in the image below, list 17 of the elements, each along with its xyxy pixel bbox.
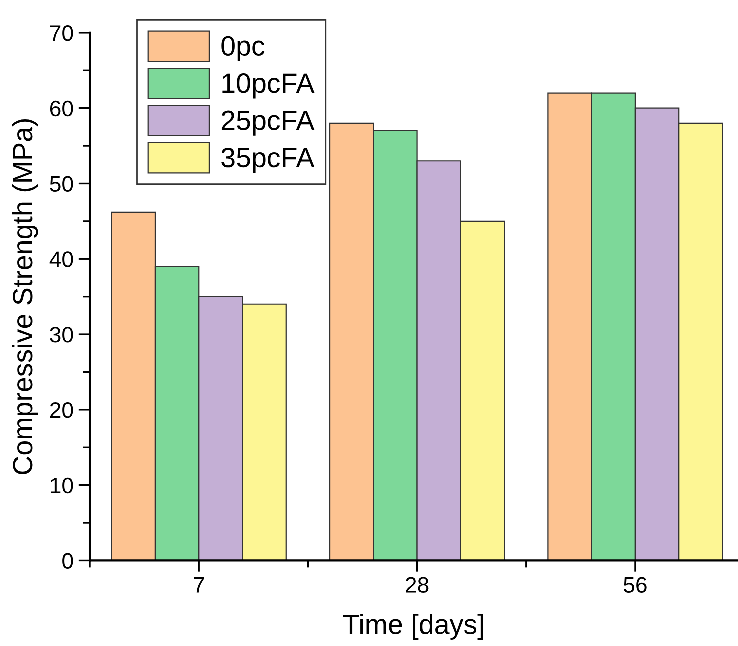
y-tick-label: 40 [50,252,74,268]
y-tick-label: 10 [51,478,74,494]
y-axis-title: Compressive Strength (MPa) [12,119,38,474]
y-tick-label: 50 [50,176,74,192]
x-axis-title: Time [days] [343,614,484,640]
legend-label: 35pcFA [222,148,315,174]
y-tick-label: 70 [50,25,74,42]
x-tick-label: 7 [194,578,204,593]
y-tick-label: 0 [62,553,74,569]
y-tick-label: 20 [50,402,74,418]
legend-label: 25pcFA [222,110,315,136]
y-tick-label: 60 [50,100,74,117]
x-tick-label: 56 [624,577,647,594]
legend-label: 0pc [222,36,265,62]
x-tick-label: 28 [406,577,429,594]
legend-label: 10pcFA [222,74,315,99]
y-tick-label: 30 [50,327,74,343]
